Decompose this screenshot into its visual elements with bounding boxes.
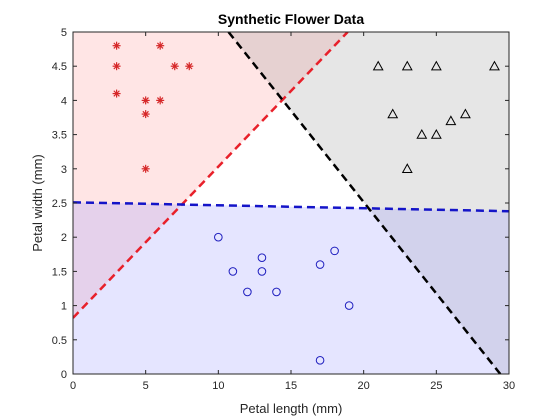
asterisk-point-10	[185, 62, 194, 71]
triangle-point-2	[387, 108, 399, 119]
y-tick-label-1.5: 1.5	[52, 266, 67, 278]
decision-boundary-3	[73, 201, 509, 213]
circle-point-4	[257, 253, 267, 263]
triangle-point-6	[430, 60, 442, 71]
circle-point-3	[243, 287, 252, 297]
decision-region-3	[73, 202, 509, 374]
decision-boundary-1	[73, 32, 349, 319]
circle-point-2	[228, 267, 238, 276]
x-tick-label-5: 5	[143, 380, 149, 392]
triangle-point-4	[401, 163, 413, 173]
circle-point-9	[330, 246, 339, 256]
y-tick-label-4.5: 4.5	[52, 61, 67, 73]
circle-point-7	[315, 260, 325, 269]
x-axis-title: Petal length (mm)	[240, 401, 343, 416]
axis-ticks: 0 5 10 15 20 25 30 0 0.5 1 1.5 2 2.5 3 3.5 4 4.5 5	[52, 27, 515, 392]
asterisk-point-6	[141, 164, 150, 173]
triangle-point-7	[430, 128, 442, 139]
y-tick-label-1: 1	[61, 301, 67, 313]
y-tick-label-0: 0	[61, 369, 67, 381]
circle-point-6	[272, 287, 281, 297]
y-tick-label-4: 4	[61, 95, 67, 107]
x-tick-label-25: 25	[430, 380, 442, 392]
y-tick-label-3: 3	[61, 164, 67, 176]
y-tick-label-0.5: 0.5	[52, 335, 67, 347]
y-axis-title: Petal width (mm)	[30, 154, 45, 252]
y-tick-label-5: 5	[61, 27, 67, 39]
asterisk-point-9	[170, 62, 179, 71]
y-tick-label-2: 2	[61, 232, 67, 244]
triangle-point-3	[401, 60, 413, 71]
asterisk-point-7	[156, 41, 165, 50]
triangle-point-9	[459, 108, 471, 119]
data-points	[112, 41, 500, 365]
y-tick-label-2.5: 2.5	[52, 198, 67, 210]
x-tick-label-30: 30	[503, 380, 515, 392]
asterisk-point-1	[112, 41, 121, 50]
triangle-point-1	[372, 60, 384, 71]
asterisk-point-4	[141, 96, 150, 105]
x-tick-label-15: 15	[285, 380, 297, 392]
decision-boundary-2	[227, 32, 502, 374]
circle-point-8	[315, 356, 325, 365]
decision-region-2	[228, 32, 509, 374]
triangle-point-8	[445, 115, 457, 126]
asterisk-point-3	[112, 89, 121, 98]
circle-point-10	[344, 301, 354, 310]
triangle-point-5	[416, 128, 428, 139]
x-tick-label-20: 20	[358, 380, 370, 392]
chart-title: Synthetic Flower Data	[218, 11, 364, 27]
decision-boundaries	[73, 32, 509, 374]
y-tick-label-3.5: 3.5	[52, 130, 67, 142]
x-tick-label-10: 10	[212, 380, 224, 392]
triangle-point-10	[489, 60, 500, 71]
circle-point-5	[257, 267, 267, 276]
asterisk-point-5	[141, 110, 150, 119]
asterisk-point-2	[112, 62, 121, 71]
asterisk-point-8	[156, 96, 165, 105]
x-tick-label-0: 0	[70, 380, 76, 392]
circle-point-1	[214, 232, 223, 242]
